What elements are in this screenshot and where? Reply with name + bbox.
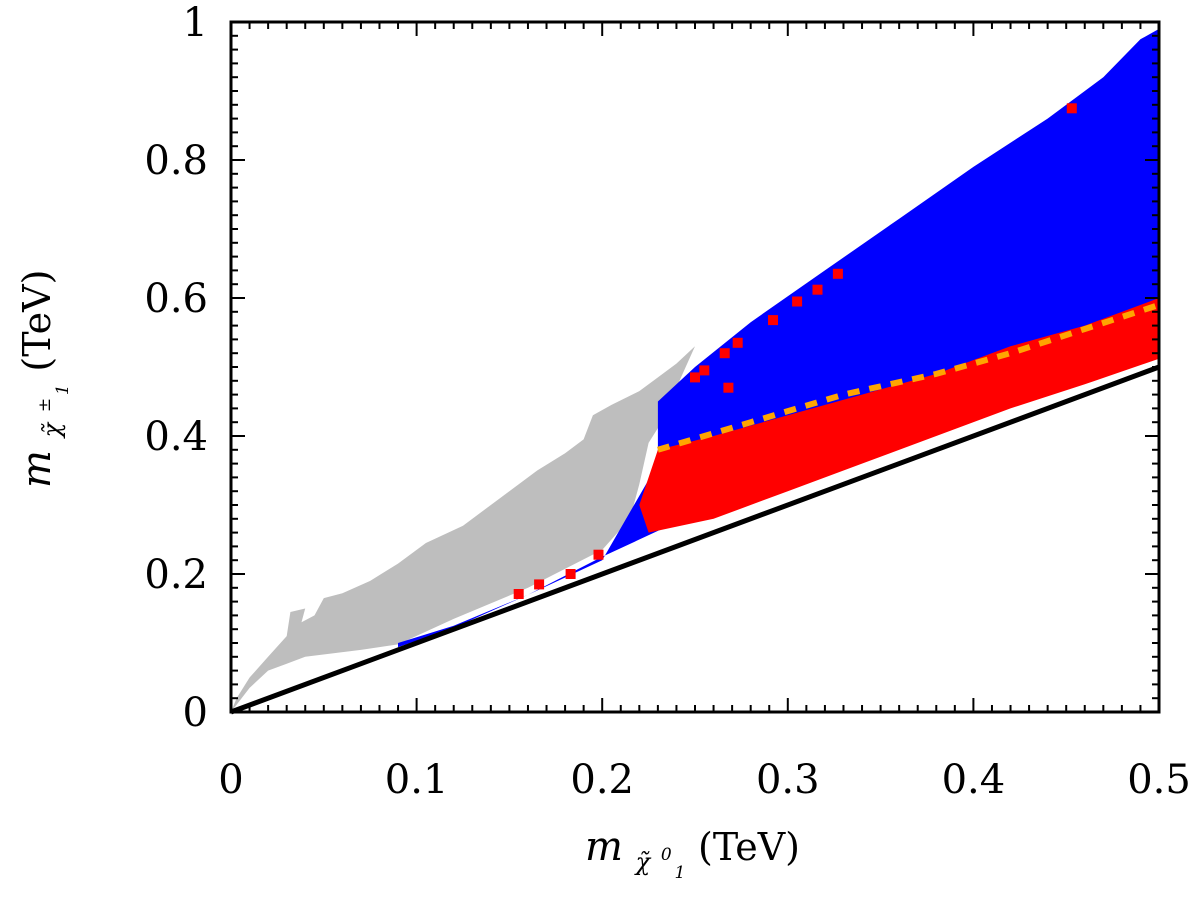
y-tick-label: 1 xyxy=(183,0,208,46)
red-data-point xyxy=(723,382,734,393)
plot-area xyxy=(231,28,1159,712)
y-axis-label-base: m xyxy=(14,450,60,488)
red-data-point xyxy=(690,372,700,383)
x-tick-label: 0 xyxy=(218,757,243,803)
y-axis-label-subsuper: ± xyxy=(35,398,55,412)
red-data-point xyxy=(593,549,604,560)
x-tick-label: 0.1 xyxy=(385,757,449,803)
y-tick-label: 0.6 xyxy=(144,276,208,322)
y-axis-label-subbase: χ̃ xyxy=(38,421,66,439)
x-axis-label-subsuper: 0 xyxy=(661,845,672,865)
y-tick-label: 0 xyxy=(183,690,208,736)
red-data-point xyxy=(534,579,545,590)
red-data-point xyxy=(513,589,524,599)
x-axis-label-subsub: 1 xyxy=(674,863,685,883)
x-tick-label: 0.4 xyxy=(942,757,1006,803)
y-tick-label: 0.8 xyxy=(144,138,208,184)
reference-line xyxy=(230,364,1160,715)
red-data-point xyxy=(792,296,803,307)
tick-labels: 0 0.1 0.2 0.3 0.4 0.5 0 0.2 0.4 0.6 0.8 1 xyxy=(144,0,1190,803)
red-data-point xyxy=(565,569,576,579)
red-data-point xyxy=(719,348,730,359)
x-axis-label-subbase: χ̃ xyxy=(634,848,652,876)
reference-line-layer xyxy=(230,364,1160,715)
y-axis-label-subsub: 1 xyxy=(53,384,73,395)
orange-boundary-line xyxy=(657,302,1159,453)
gray-region xyxy=(231,346,695,712)
x-axis-label-base: m xyxy=(585,824,623,870)
y-axis-label-unit: (TeV) xyxy=(15,270,59,372)
red-data-point xyxy=(768,315,778,326)
x-tick-label: 0.3 xyxy=(756,757,820,803)
red-data-point xyxy=(812,284,823,295)
red-data-point xyxy=(832,268,843,279)
red-data-point xyxy=(1066,103,1077,114)
red-data-point xyxy=(699,365,710,376)
x-tick-label: 0.5 xyxy=(1127,757,1191,803)
blue-region xyxy=(398,28,1159,648)
x-tick-label: 0.2 xyxy=(570,757,634,803)
y-tick-label: 0.2 xyxy=(144,552,208,598)
x-axis-label: m χ̃ 0 1 (TeV) xyxy=(585,824,800,888)
plot-frame xyxy=(229,20,1161,714)
red-data-point xyxy=(732,337,743,348)
x-axis-label-unit: (TeV) xyxy=(698,825,800,869)
y-tick-label: 0.4 xyxy=(144,414,208,460)
y-axis-label: m χ̃ ± 1 (TeV) xyxy=(14,270,78,488)
red-region xyxy=(639,298,1159,533)
